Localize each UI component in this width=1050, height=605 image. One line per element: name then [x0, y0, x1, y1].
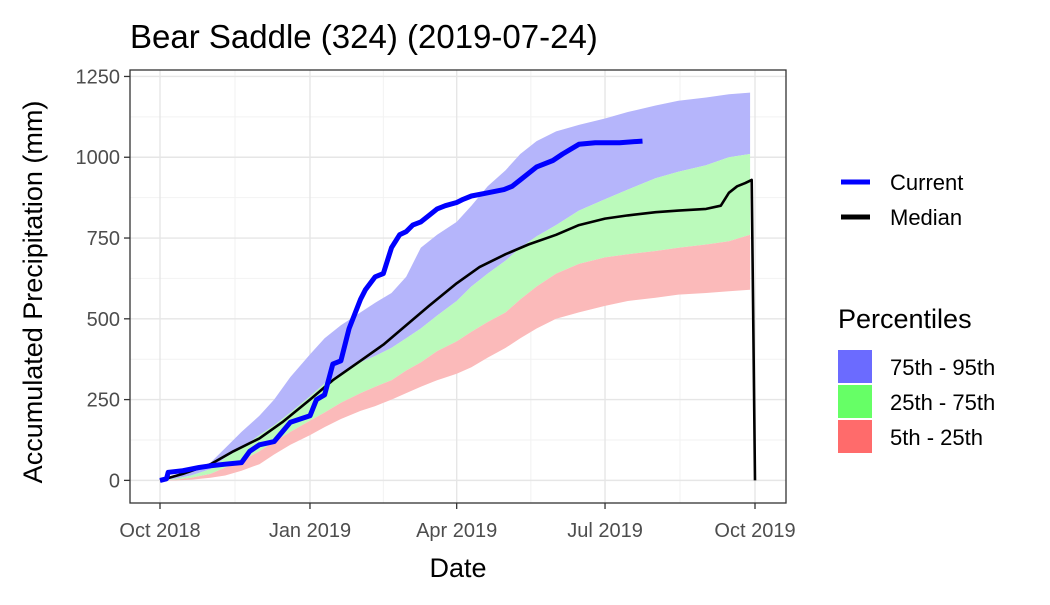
band-2 [160, 234, 751, 481]
legend-bands-title: Percentiles [838, 304, 972, 334]
y-tick-label: 0 [109, 470, 120, 492]
plot-border [129, 69, 787, 504]
legend-band-label: 25th - 75th [890, 390, 995, 415]
x-tick-label: Jan 2019 [269, 520, 351, 542]
series-line-median [159, 178, 757, 482]
chart-title: Bear Saddle (324) (2019-07-24) [130, 18, 598, 55]
y-tick-label: 500 [87, 309, 120, 331]
series-line-current [159, 138, 643, 483]
x-tick-label: Apr 2019 [416, 520, 497, 542]
band-1 [160, 154, 751, 481]
legend-line-label: Median [890, 205, 962, 230]
band-0 [160, 92, 751, 481]
legend-band-swatch [838, 420, 872, 453]
legend-band-swatch [838, 385, 872, 418]
y-tick-label: 1250 [76, 66, 121, 88]
x-tick-label: Oct 2018 [119, 520, 200, 542]
plot-area: 0 250 500 750 1000 1250 Oct 2018 Jan 2019 Apr 20… [76, 66, 796, 542]
y-axis-label: Accumulated Precipitation (mm) [18, 101, 48, 484]
y-tick-label: 1000 [76, 147, 121, 169]
legend-line-label: Current [890, 170, 963, 195]
x-tick-label: Jul 2019 [567, 520, 643, 542]
y-tick-label: 750 [87, 228, 120, 250]
y-tick-label: 250 [87, 390, 120, 412]
legend-band-label: 75th - 95th [890, 355, 995, 380]
x-tick-label: Oct 2019 [714, 520, 795, 542]
legend-band-label: 5th - 25th [890, 425, 983, 450]
legend-band-swatch [838, 350, 872, 383]
legend: Current Median Percentiles 75th - 95th 25th … [838, 170, 995, 453]
x-axis-label: Date [429, 553, 486, 583]
